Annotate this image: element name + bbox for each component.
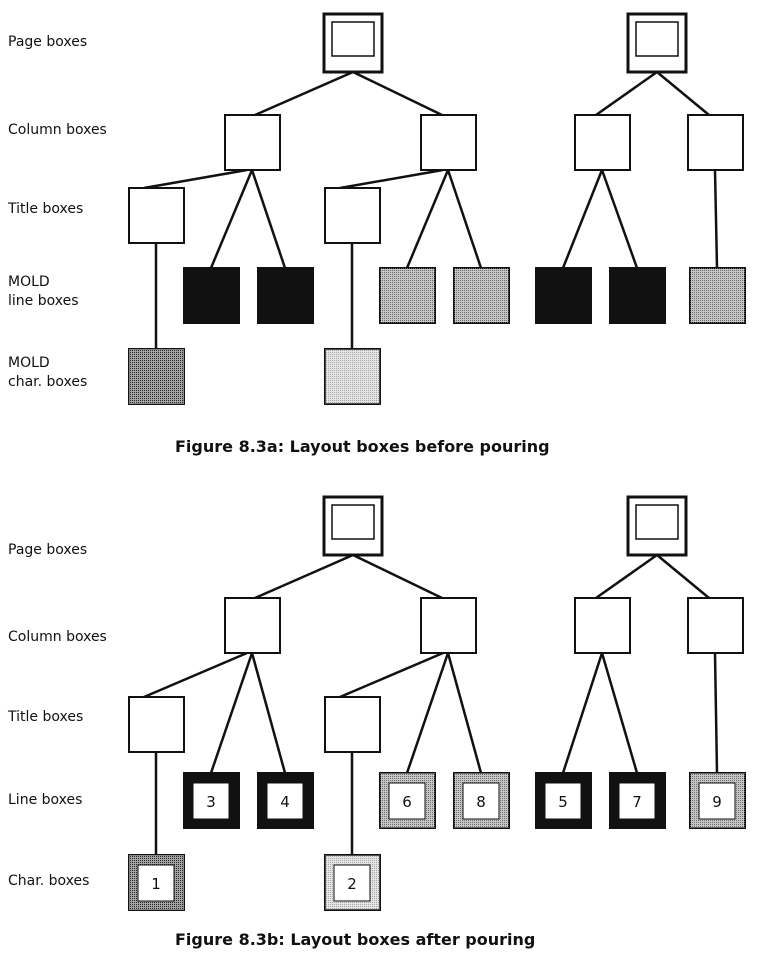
tree-edge (339, 168, 444, 190)
char-box-texture (325, 349, 380, 404)
column-box (687, 597, 744, 654)
title-box (128, 696, 185, 753)
column-box (574, 597, 631, 654)
page-box-inner (331, 21, 375, 57)
page-box-inner (635, 504, 679, 540)
tree-edge (405, 169, 450, 269)
tree-edge (339, 651, 444, 699)
page-box-inner (331, 504, 375, 540)
box-number: 3 (206, 793, 216, 811)
box-number: 8 (476, 793, 486, 811)
title-box (324, 696, 381, 753)
tree-edge (595, 553, 658, 600)
row-label-page-boxes: Page boxes (8, 542, 88, 558)
box-number-slot (618, 782, 656, 820)
box-number-slot (192, 782, 230, 820)
row-label-line-boxes: Line boxes (8, 792, 83, 808)
column-box (420, 597, 477, 654)
tree-edge (446, 169, 483, 269)
box-number: 2 (347, 875, 357, 893)
figure-caption: Figure 8.3a: Layout boxes before pouring (175, 437, 550, 456)
tree-edge (656, 554, 710, 599)
box-number-slot (544, 782, 582, 820)
tree-edge (446, 652, 483, 774)
row-label-line-boxes: MOLD line boxes (8, 274, 79, 309)
line-box (609, 267, 666, 324)
box-number-slot (137, 864, 175, 902)
column-box (420, 114, 477, 171)
column-box (574, 114, 631, 171)
tree-edge (656, 71, 710, 116)
page-box-inner (635, 21, 679, 57)
tree-edge (561, 652, 604, 774)
box-number-slot (266, 782, 304, 820)
line-box (183, 267, 240, 324)
row-label-title-boxes: Title boxes (8, 201, 84, 217)
column-box (224, 597, 281, 654)
line-box (257, 267, 314, 324)
title-box (324, 187, 381, 244)
box-number-slot (388, 782, 426, 820)
line-box (535, 267, 592, 324)
line-box-texture (690, 268, 745, 323)
tree-edge (561, 169, 604, 269)
tree-edge (254, 553, 354, 600)
row-label-char-boxes: Char. boxes (8, 873, 90, 889)
box-number: 7 (632, 793, 642, 811)
tree-edge (713, 652, 719, 774)
char-box-texture (129, 349, 184, 404)
column-box (687, 114, 744, 171)
tree-edge (600, 652, 639, 774)
row-label-char-boxes: MOLD char. boxes (8, 355, 88, 390)
row-label-column-boxes: Column boxes (8, 122, 107, 138)
box-number-slot (698, 782, 736, 820)
box-number: 4 (280, 793, 290, 811)
row-label-title-boxes: Title boxes (8, 709, 84, 725)
line-box-texture (380, 268, 435, 323)
figure-caption: Figure 8.3b: Layout boxes after pouring (175, 930, 536, 949)
tree-edge (352, 553, 443, 600)
tree-edge (250, 169, 287, 269)
column-box (224, 114, 281, 171)
box-number: 9 (712, 793, 722, 811)
tree-edge (254, 70, 354, 117)
box-number: 1 (151, 875, 161, 893)
row-label-page-boxes: Page boxes (8, 34, 88, 50)
box-number: 6 (402, 793, 412, 811)
tree-edge (143, 651, 248, 699)
tree-edge (209, 169, 254, 269)
tree-edge (250, 652, 287, 774)
tree-edge (405, 652, 450, 774)
box-number-slot (333, 864, 371, 902)
tree-edge (595, 70, 658, 117)
box-number-slot (462, 782, 500, 820)
line-box-texture (454, 268, 509, 323)
tree-edge (713, 169, 719, 269)
box-number: 5 (558, 793, 568, 811)
tree-edge (600, 169, 639, 269)
tree-edge (352, 70, 443, 117)
tree-edge (209, 652, 254, 774)
title-box (128, 187, 185, 244)
tree-edge (143, 168, 248, 190)
row-label-column-boxes: Column boxes (8, 629, 107, 645)
